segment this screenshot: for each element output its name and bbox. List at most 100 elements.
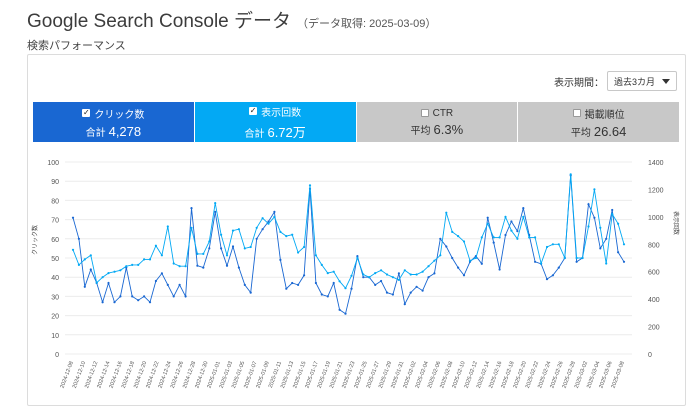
data-point [332, 270, 335, 273]
y-tick-left: 40 [51, 275, 59, 282]
data-point [137, 299, 140, 302]
data-point [338, 280, 341, 283]
data-point [95, 281, 98, 284]
data-point [622, 243, 626, 246]
data-point [314, 281, 317, 285]
data-point [225, 254, 229, 257]
data-point [71, 248, 75, 251]
data-point [557, 243, 560, 246]
data-point [178, 283, 181, 286]
data-point [445, 211, 448, 214]
data-point [356, 256, 359, 260]
data-point [137, 263, 140, 266]
series-line [72, 175, 625, 315]
y-tick-left: 10 [51, 333, 59, 340]
data-point [575, 260, 578, 263]
data-point [403, 269, 406, 272]
data-point [415, 285, 418, 288]
tab-position[interactable]: 掲載順位 平均 26.64 [518, 102, 679, 142]
data-point [462, 274, 466, 277]
data-point [451, 230, 454, 233]
y-tick-left: 20 [51, 314, 59, 321]
data-point [172, 295, 175, 298]
metric-tabs: ✓ クリック数 合計 4,278 ✓ 表示回数 合計 6.72万 CTR 平均 6.3% … [33, 102, 679, 142]
data-point [291, 233, 294, 236]
period-dropdown[interactable]: 過去3カ月 [607, 71, 677, 91]
data-point [599, 226, 602, 229]
data-point [184, 265, 187, 268]
data-point [439, 254, 442, 257]
data-point [486, 222, 489, 225]
data-point [314, 254, 317, 257]
data-point [160, 272, 163, 275]
data-point [362, 276, 365, 279]
y-tick-left: 90 [51, 179, 59, 186]
stat-label: 平均 [570, 127, 591, 139]
chevron-down-icon [662, 78, 670, 84]
data-point [326, 295, 329, 298]
data-point [190, 207, 193, 210]
data-point [439, 237, 442, 240]
data-point [113, 301, 116, 304]
data-point [143, 295, 146, 298]
data-point [178, 265, 181, 268]
data-point [202, 266, 205, 269]
data-point [303, 245, 306, 249]
data-point [291, 281, 294, 285]
data-point [255, 226, 258, 229]
data-point [403, 303, 406, 306]
tab-impressions[interactable]: ✓ 表示回数 合計 6.72万 [194, 102, 356, 142]
data-point [457, 266, 460, 269]
data-point [214, 210, 217, 213]
data-point [534, 236, 537, 239]
data-point [380, 269, 383, 272]
data-point [297, 251, 300, 254]
stat-value: 6.3% [433, 121, 464, 137]
data-point [113, 270, 116, 273]
data-point [356, 255, 359, 258]
data-point [545, 278, 549, 281]
data-point [480, 236, 483, 239]
data-point [202, 252, 205, 255]
data-point [148, 258, 152, 261]
data-point [587, 203, 590, 206]
data-point [510, 220, 513, 223]
y-tick-right: 0 [648, 352, 652, 359]
data-point [225, 264, 229, 267]
data-point [391, 293, 394, 296]
data-point [261, 217, 264, 220]
data-point [77, 263, 80, 266]
tab-ctr[interactable]: CTR 平均 6.3% [356, 102, 518, 142]
data-point [575, 256, 578, 260]
data-point [362, 273, 365, 276]
tab-label: 掲載順位 [584, 109, 625, 121]
data-point [273, 210, 276, 213]
data-point [569, 173, 572, 176]
data-point [89, 268, 92, 271]
y-tick-right: 600 [648, 270, 660, 277]
tab-clicks[interactable]: ✓ クリック数 合計 4,278 [33, 102, 194, 142]
data-point [344, 287, 347, 290]
data-point [451, 256, 454, 260]
data-point [279, 230, 282, 233]
data-point [433, 259, 436, 262]
performance-panel: 表示期間： 過去3カ月 ✓ クリック数 合計 4,278 ✓ 表示回数 合計 6.72万… [27, 54, 686, 406]
data-point [551, 243, 555, 246]
data-point [522, 215, 525, 218]
data-point [326, 272, 329, 275]
data-point [220, 247, 223, 250]
data-point [492, 236, 495, 239]
data-point [545, 245, 549, 249]
data-point [131, 263, 134, 266]
checkbox-icon[interactable] [572, 109, 581, 117]
data-point [534, 260, 537, 263]
data-point [125, 265, 128, 268]
page-title-text: Google Search Console データ [27, 11, 292, 32]
section-title: 検索パフォーマンス [27, 40, 126, 52]
data-point [391, 276, 394, 279]
checkbox-icon[interactable]: ✓ [82, 108, 91, 117]
data-point [320, 293, 323, 296]
checkbox-icon[interactable] [420, 109, 429, 117]
data-point [131, 295, 134, 298]
checkbox-icon[interactable]: ✓ [249, 106, 258, 115]
